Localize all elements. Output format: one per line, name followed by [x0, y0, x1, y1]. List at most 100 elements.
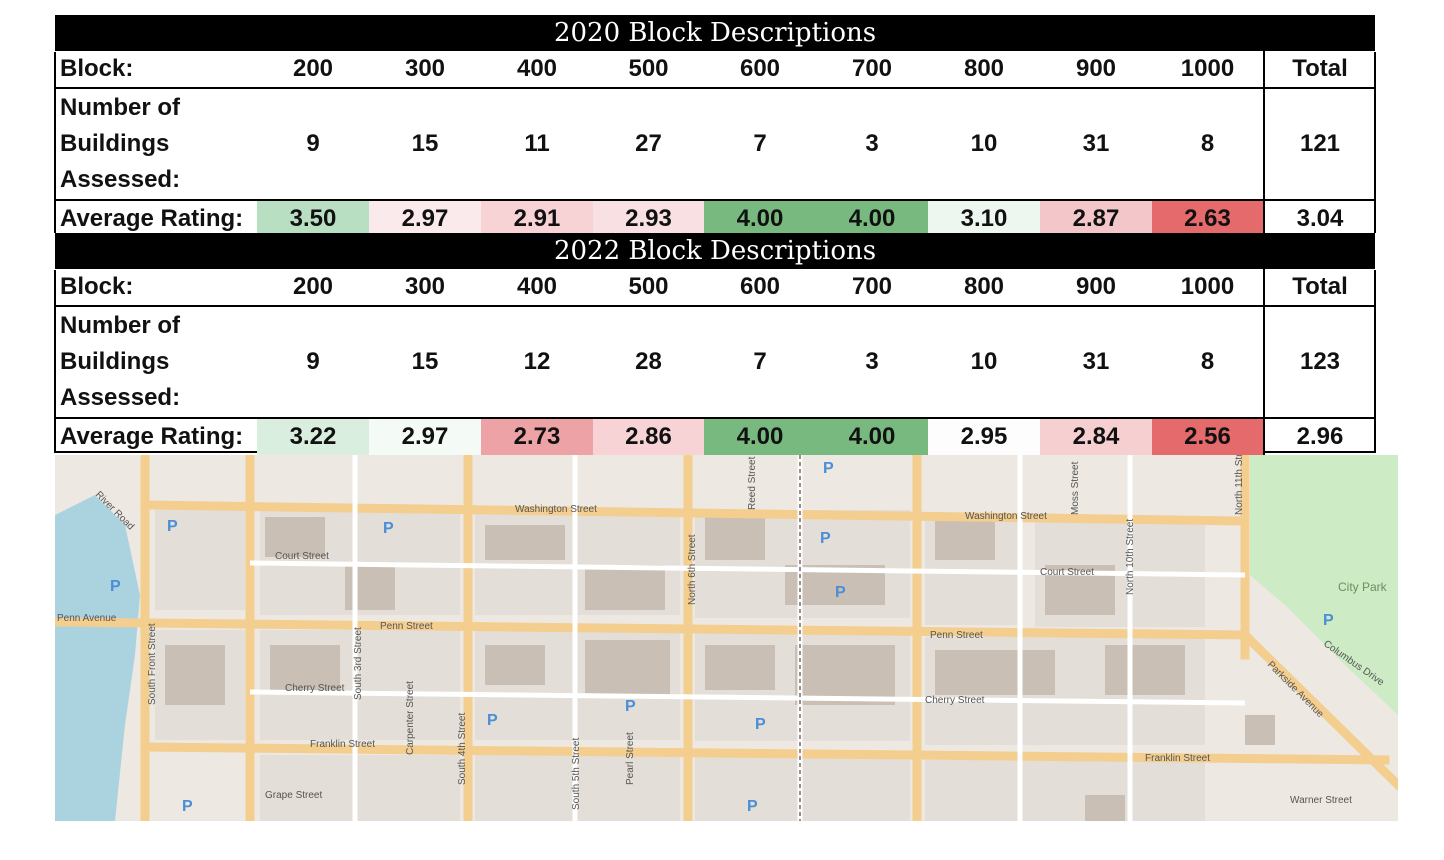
svg-text:P: P — [383, 520, 394, 537]
street-label: Pearl Street — [625, 732, 636, 785]
river — [55, 495, 140, 821]
park-label: City Park — [1338, 580, 1388, 594]
average-cell: 2.93 — [593, 200, 704, 237]
row-label-average: Average Rating: — [60, 205, 244, 232]
street-label: South 4th Street — [457, 713, 468, 785]
street-label: Court Street — [275, 551, 329, 562]
buildings-cell: 3 — [816, 306, 928, 419]
svg-text:P: P — [182, 798, 193, 815]
street-label: Reed Street — [747, 456, 758, 510]
buildings-cell: 8 — [1152, 88, 1264, 201]
avg-row-2022: Average Rating: 3.22 2.97 2.73 2.86 4.00… — [55, 418, 1376, 455]
street-label: Penn Street — [930, 630, 983, 641]
average-cell: 2.86 — [593, 418, 704, 455]
label-line: Buildings — [60, 348, 170, 375]
street-label: Penn Avenue — [57, 613, 117, 624]
average-cell: 4.00 — [816, 418, 928, 455]
buildings-cell: 28 — [593, 306, 704, 419]
average-cell: 2.95 — [928, 418, 1040, 455]
block-header: 200 — [257, 269, 369, 307]
table-title: 2020 Block Descriptions — [55, 15, 1376, 51]
street-label: South Front Street — [147, 623, 158, 705]
buildings-cell: 10 — [928, 88, 1040, 201]
block-header: 1000 — [1152, 269, 1264, 307]
average-cell: 4.00 — [704, 418, 816, 455]
label-line: Assessed: — [60, 384, 181, 411]
buildings — [165, 515, 1275, 821]
block-header: 500 — [593, 51, 704, 89]
street-map[interactable]: P P P P P P P P P P P P Washington Street Washin… — [55, 455, 1398, 821]
street-label: Court Street — [1040, 567, 1094, 578]
table-title: 2022 Block Descriptions — [55, 233, 1376, 269]
block-header: 400 — [481, 51, 593, 89]
block-header: 200 — [257, 51, 369, 89]
avg-row-2020: Average Rating: 3.50 2.97 2.91 2.93 4.00… — [55, 200, 1376, 237]
block-header: 800 — [928, 269, 1040, 307]
average-cell: 4.00 — [816, 200, 928, 237]
buildings-cell: 9 — [257, 306, 369, 419]
total-header: Total — [1262, 269, 1376, 307]
buildings-cell: 15 — [369, 306, 481, 419]
average-total: 3.04 — [1262, 200, 1376, 237]
street-label: Penn Street — [380, 621, 433, 632]
city-park — [1250, 455, 1398, 715]
street-label: Carpenter Street — [405, 681, 416, 755]
average-cell: 3.50 — [257, 200, 369, 237]
buildings-cell: 10 — [928, 306, 1040, 419]
buildings-cell: 31 — [1040, 88, 1152, 201]
buildings-cell: 15 — [369, 88, 481, 201]
svg-text:P: P — [820, 530, 831, 547]
buildings-cell: 11 — [481, 88, 593, 201]
buildings-cell: 9 — [257, 88, 369, 201]
svg-text:P: P — [823, 460, 834, 477]
street-label: Warner Street — [1290, 795, 1352, 806]
street-label: Washington Street — [965, 511, 1047, 522]
svg-text:P: P — [1323, 612, 1334, 629]
street-label: Cherry Street — [925, 695, 985, 706]
average-cell: 2.87 — [1040, 200, 1152, 237]
row-label-buildings: Number of Buildings Assessed: — [55, 306, 257, 419]
svg-text:P: P — [755, 716, 766, 733]
label-line: Number of — [60, 312, 180, 339]
street-label: North 11th Street — [1234, 455, 1245, 515]
street-label: North 10th Street — [1125, 519, 1136, 595]
block-header: 600 — [704, 269, 816, 307]
table-2022: 2022 Block Descriptions Block: 200 300 4… — [55, 233, 1376, 455]
street-label: North 6th Street — [687, 534, 698, 605]
block-header: 400 — [481, 269, 593, 307]
street-label: Franklin Street — [1145, 753, 1210, 764]
svg-text:P: P — [487, 712, 498, 729]
average-cell: 2.97 — [369, 418, 481, 455]
major-roads — [55, 455, 1398, 821]
row-label-average: Average Rating: — [60, 423, 244, 450]
svg-text:P: P — [110, 578, 121, 595]
average-cell: 2.97 — [369, 200, 481, 237]
buildings-cell: 7 — [704, 88, 816, 201]
buildings-total: 121 — [1262, 88, 1376, 201]
block-header: 500 — [593, 269, 704, 307]
average-cell: 2.84 — [1040, 418, 1152, 455]
street-label: South 5th Street — [571, 738, 582, 810]
average-total: 2.96 — [1262, 418, 1376, 455]
buildings-cell: 3 — [816, 88, 928, 201]
block-header: 800 — [928, 51, 1040, 89]
block-header: 700 — [816, 269, 928, 307]
label-line: Number of — [60, 94, 180, 121]
average-cell: 3.10 — [928, 200, 1040, 237]
block-header: 600 — [704, 51, 816, 89]
row-label-block: Block: — [55, 51, 257, 89]
buildings-cell: 8 — [1152, 306, 1264, 419]
buildings-cell: 12 — [481, 306, 593, 419]
average-cell: 3.22 — [257, 418, 369, 455]
buildings-total: 123 — [1262, 306, 1376, 419]
svg-text:P: P — [625, 698, 636, 715]
svg-text:P: P — [747, 798, 758, 815]
street-label: Washington Street — [515, 504, 597, 515]
average-cell: 2.73 — [481, 418, 593, 455]
buildings-cell: 27 — [593, 88, 704, 201]
block-header: 700 — [816, 51, 928, 89]
block-header: 900 — [1040, 51, 1152, 89]
total-header: Total — [1262, 51, 1376, 89]
label-line: Buildings — [60, 130, 170, 157]
average-cell: 2.56 — [1152, 418, 1264, 455]
